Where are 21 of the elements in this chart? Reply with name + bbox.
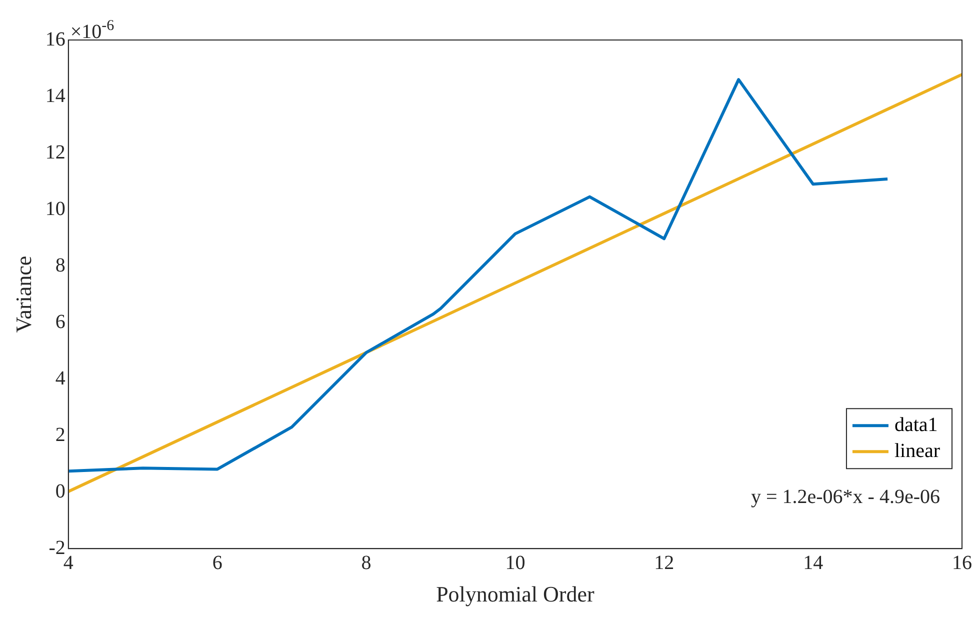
x-tick-label: 16 <box>952 552 972 574</box>
x-tick-label: 8 <box>361 552 372 574</box>
legend-label: linear <box>894 440 940 462</box>
y-axis-title: Variance <box>10 256 36 333</box>
annotation: y = 1.2e-06*x - 4.9e-06 <box>750 486 940 508</box>
x-tick-label: 6 <box>212 552 222 574</box>
x-tick-label: 10 <box>505 552 526 574</box>
y-tick-label: 4 <box>55 367 66 390</box>
y-tick-label: 8 <box>55 254 66 276</box>
y-tick-label: 10 <box>45 198 66 220</box>
x-axis-title: Polynomial Order <box>436 582 595 607</box>
x-tick-label: 14 <box>803 552 824 574</box>
y-tick-label: -2 <box>48 536 66 559</box>
y-tick-label: 6 <box>55 310 66 333</box>
y-tick-label: 16 <box>45 28 66 50</box>
y-tick-label: 12 <box>45 141 66 164</box>
y-tick-label: 2 <box>55 424 66 446</box>
legend-label: data1 <box>894 414 938 436</box>
y-tick-label: 14 <box>45 84 66 107</box>
y-tick-label: 0 <box>55 480 66 502</box>
x-tick-label: 12 <box>654 552 674 574</box>
